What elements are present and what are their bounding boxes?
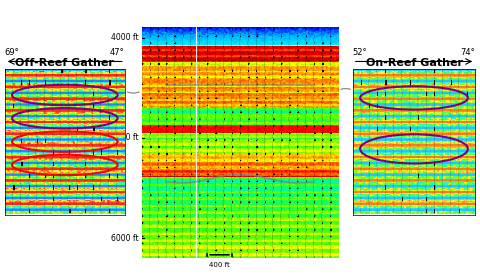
Text: 4000 ft: 4000 ft — [111, 33, 138, 42]
Text: 69°: 69° — [5, 48, 20, 57]
Text: 47°: 47° — [110, 48, 125, 57]
Text: 74°: 74° — [460, 48, 475, 57]
Text: 6000 ft: 6000 ft — [111, 234, 138, 243]
Text: 400 ft: 400 ft — [209, 262, 230, 268]
Text: 5000 ft: 5000 ft — [111, 133, 138, 142]
Title: On-Reef Gather: On-Reef Gather — [365, 58, 463, 68]
Text: 52°: 52° — [353, 48, 367, 57]
Title: Off-Reef Gather: Off-Reef Gather — [15, 58, 114, 68]
